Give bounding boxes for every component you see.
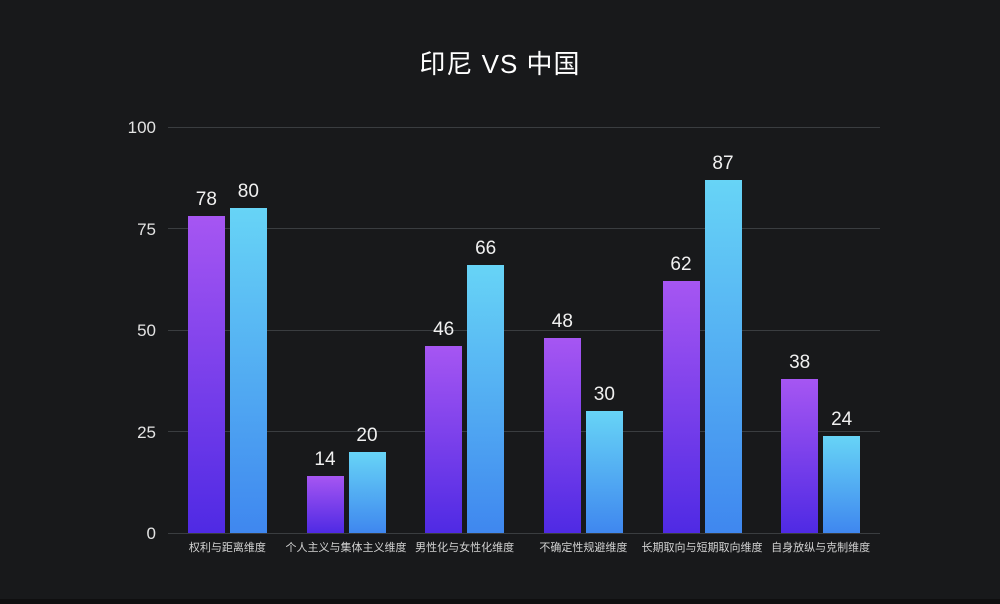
y-axis-tick-label: 50 [137,321,156,340]
gridline [168,532,880,534]
bar-中国-个人主义与集体主义维度[interactable] [348,451,386,533]
gridline [168,431,880,432]
bar-中国-男性化与女性化维度[interactable] [467,265,505,533]
bar-value-label: 30 [593,384,615,406]
bar-value-label: 24 [831,408,853,430]
x-axis-category-label: 男性化与女性化维度 [415,542,515,554]
gridline [168,228,880,229]
plot-area: 0 25 50 75 100 78 80 14 20 46 66 48 30 62 87 38 24 权利与距… [128,119,880,554]
x-axis-category-label: 长期取向与短期取向维度 [641,542,763,554]
bar-value-label: 38 [789,351,811,373]
bar-value-label: 14 [314,449,336,471]
bar-value-label: 78 [195,189,217,211]
bar-中国-自身放纵与克制维度[interactable] [823,435,861,533]
bar-印尼-权利与距离维度[interactable] [187,216,225,533]
bar-value-label: 46 [433,319,455,341]
x-axis-category-label: 自身放纵与克制维度 [771,542,871,554]
bar-value-label: 20 [356,424,378,446]
gridline [168,126,880,128]
bar-value-label: 80 [237,181,259,203]
y-axis: 0 25 50 75 100 [0,119,156,542]
x-axis-category-label: 不确定性规避维度 [539,542,628,554]
y-axis-tick-label: 100 [127,118,156,137]
bar-value-label: 48 [551,311,573,333]
x-axis-category-label: 个人主义与集体主义维度 [285,542,407,554]
bar-印尼-不确定性规避维度[interactable] [543,338,581,533]
bar-印尼-自身放纵与克制维度[interactable] [781,378,819,533]
y-axis-tick-label: 0 [146,524,156,543]
bar-中国-不确定性规避维度[interactable] [585,411,623,533]
bar-印尼-长期取向与短期取向维度[interactable] [662,281,700,533]
bar-中国-权利与距离维度[interactable] [229,208,267,533]
bar-中国-长期取向与短期取向维度[interactable] [704,179,742,533]
bar-value-label: 66 [475,238,497,260]
gridline [168,329,880,331]
bar-印尼-男性化与女性化维度[interactable] [425,346,463,533]
y-axis-tick-label: 25 [137,422,156,442]
bar-value-label: 62 [670,254,692,276]
y-axis-tick-label: 75 [137,219,156,239]
chart-title: 印尼 VS 中国 [419,49,581,79]
bar-印尼-个人主义与集体主义维度[interactable] [306,476,344,533]
bottom-strip [0,599,1000,604]
bar-value-label: 87 [712,152,734,174]
x-axis-category-label: 权利与距离维度 [188,542,266,554]
